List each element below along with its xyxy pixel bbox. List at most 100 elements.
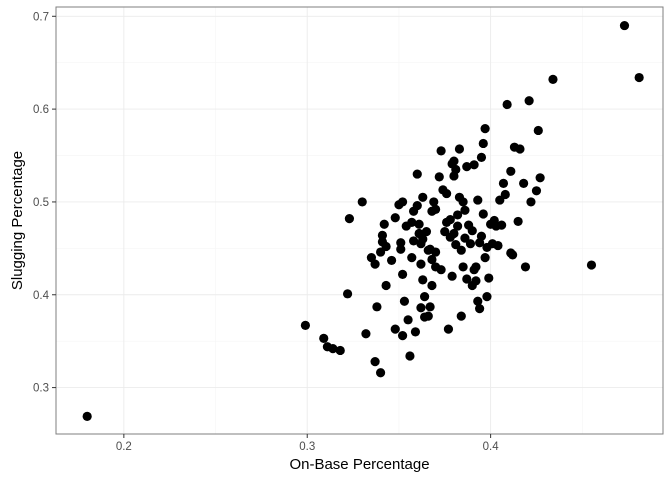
data-point: [342, 289, 353, 299]
data-point: [634, 72, 644, 83]
data-point: [478, 138, 488, 149]
x-tick-label: 0.3: [299, 441, 315, 453]
data-point: [328, 344, 338, 354]
data-point: [513, 216, 523, 227]
data-point: [416, 259, 426, 269]
data-point: [548, 74, 558, 85]
data-point: [458, 262, 468, 272]
data-point: [399, 296, 410, 306]
data-point: [418, 192, 428, 202]
data-point: [458, 197, 468, 207]
data-point: [454, 144, 465, 154]
data-point: [445, 214, 455, 225]
data-point: [497, 220, 507, 230]
data-point: [480, 253, 490, 263]
data-point: [379, 219, 389, 229]
data-point: [500, 189, 510, 200]
data-point: [420, 292, 430, 302]
y-axis-title: Slugging Percentage: [9, 151, 26, 290]
data-point: [386, 255, 397, 266]
data-point: [372, 302, 382, 312]
data-point: [484, 273, 494, 283]
data-point: [449, 156, 459, 166]
data-point: [414, 219, 424, 229]
data-point: [434, 172, 444, 182]
x-tick-label: 0.4: [483, 441, 500, 453]
data-point: [526, 197, 536, 207]
data-point: [465, 239, 476, 249]
data-point: [418, 275, 428, 285]
data-point: [427, 280, 437, 291]
data-point: [476, 231, 487, 241]
data-point: [515, 144, 525, 154]
data-point: [418, 234, 428, 244]
data-point: [482, 292, 492, 302]
y-tick-label: 0.7: [33, 11, 49, 23]
data-point: [421, 227, 432, 237]
data-point: [535, 173, 545, 183]
data-point: [476, 152, 487, 162]
data-point: [427, 254, 437, 265]
data-point: [456, 311, 466, 321]
data-point: [473, 195, 483, 205]
data-point: [408, 236, 419, 246]
data-point: [456, 245, 466, 255]
data-point: [471, 276, 481, 286]
data-point: [533, 125, 543, 136]
data-point: [508, 250, 518, 260]
data-point: [397, 269, 408, 279]
data-point: [449, 228, 459, 239]
data-point: [431, 247, 441, 257]
data-point: [423, 311, 433, 321]
gridlines: [56, 7, 663, 434]
data-point: [460, 205, 470, 215]
data-point: [361, 329, 371, 339]
data-point: [436, 265, 446, 275]
data-point: [475, 304, 485, 314]
data-point: [403, 315, 413, 325]
x-tick-label: 0.2: [116, 441, 132, 453]
data-point: [478, 209, 488, 219]
data-point: [451, 164, 461, 175]
data-point: [407, 217, 417, 227]
data-point: [82, 411, 92, 421]
data-point: [425, 302, 435, 312]
data-point: [381, 241, 391, 252]
data-point: [381, 280, 391, 291]
data-point: [443, 324, 454, 334]
data-point: [453, 221, 463, 231]
data-point: [520, 262, 531, 272]
data-points: [82, 20, 644, 421]
data-point: [431, 204, 441, 214]
data-point: [344, 214, 355, 224]
data-point: [502, 99, 512, 110]
data-point: [319, 333, 329, 343]
data-point: [357, 197, 367, 207]
data-point: [442, 188, 452, 199]
data-point: [469, 160, 479, 170]
data-point: [462, 162, 472, 172]
data-point: [412, 169, 422, 179]
data-point: [397, 331, 408, 341]
data-point: [453, 210, 463, 220]
data-point: [410, 327, 421, 337]
data-point: [473, 296, 483, 306]
data-point: [498, 178, 509, 188]
data-point: [407, 253, 417, 263]
data-point: [619, 20, 630, 31]
data-point: [370, 356, 380, 367]
data-point: [480, 124, 490, 134]
data-point: [462, 274, 472, 284]
data-point: [429, 197, 439, 207]
data-point: [467, 226, 477, 236]
y-tick-label: 0.4: [33, 290, 50, 302]
data-point: [390, 213, 400, 223]
data-point: [396, 238, 406, 248]
data-point: [524, 96, 534, 106]
data-point: [396, 244, 406, 254]
data-point: [335, 345, 345, 356]
data-point: [586, 260, 597, 270]
data-point: [471, 262, 481, 272]
x-axis-title: On-Base Percentage: [289, 456, 429, 473]
